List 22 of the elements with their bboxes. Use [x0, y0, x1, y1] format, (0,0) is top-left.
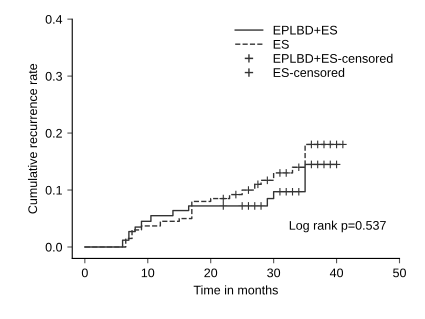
- x-tick-label: 30: [267, 268, 280, 278]
- legend-label: EPLBD+ES: [274, 26, 338, 35]
- y-tick-label: 0.4: [46, 14, 62, 24]
- x-tick-label: 0: [82, 268, 88, 278]
- x-axis-title: Time in months: [194, 285, 278, 294]
- point: [338, 140, 348, 149]
- point: [320, 140, 328, 149]
- x-tick-label: 10: [142, 268, 154, 278]
- point: [282, 168, 291, 178]
- x-tick-label: 40: [330, 268, 344, 278]
- y-tick-label: 0.1: [46, 186, 62, 195]
- legend-label: ES: [274, 40, 289, 49]
- x-tick-label: 20: [204, 268, 218, 278]
- legend-label: EPLBD+ES-censored: [274, 54, 392, 63]
- y-axis-title: Cumulative recurrence rate: [28, 64, 38, 214]
- point: [218, 194, 228, 203]
- y-tick-label: 0.0: [46, 242, 62, 252]
- legend-label: ES-censored: [274, 68, 344, 78]
- annotation: Log rank p=0.537: [290, 220, 386, 232]
- y-tick-label: 0.2: [46, 128, 62, 138]
- y-tick-label: 0.3: [46, 72, 62, 81]
- x-tick-label: 50: [393, 268, 406, 278]
